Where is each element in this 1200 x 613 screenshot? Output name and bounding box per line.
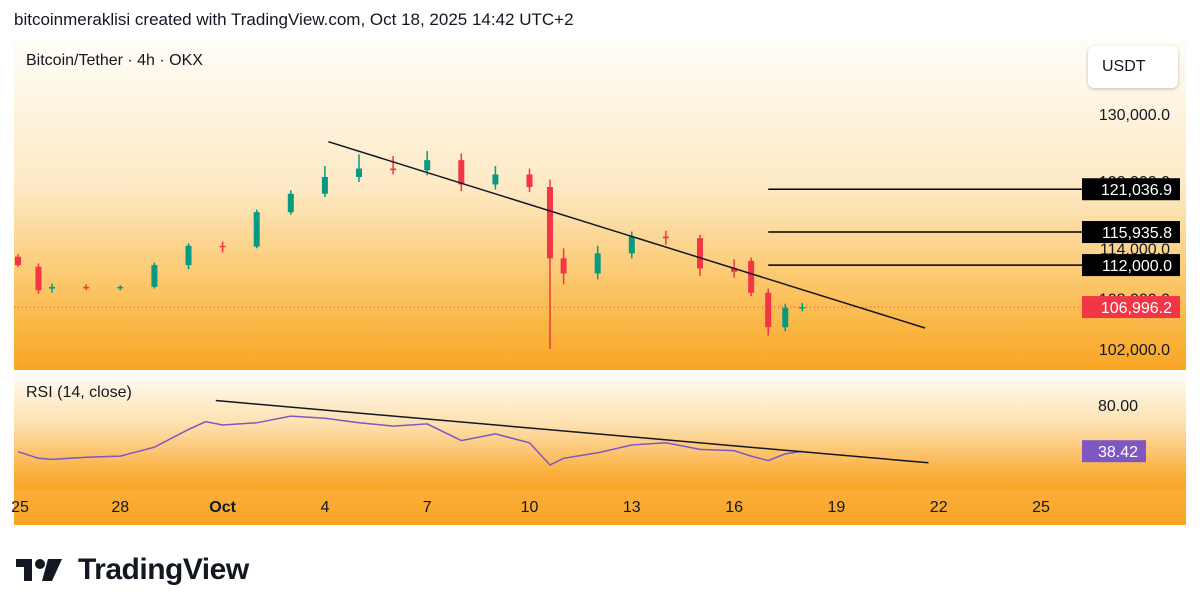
candle-body [35, 266, 42, 291]
time-tick-label: 22 [930, 499, 948, 516]
trendline[interactable] [328, 140, 926, 329]
candle[interactable] [151, 262, 158, 289]
candle-body [321, 176, 328, 194]
time-tick-label: 28 [111, 499, 129, 516]
rsi-panel[interactable]: RSI (14, close) 80.00 38.42 [14, 372, 1186, 490]
candle[interactable] [35, 263, 42, 294]
level-label: 115,935.8 [1102, 225, 1172, 242]
candle[interactable] [594, 245, 601, 280]
level-label-box [1082, 178, 1180, 201]
candle[interactable] [492, 166, 499, 190]
candle[interactable] [697, 234, 703, 276]
tradingview-logo[interactable]: TradingView [14, 552, 249, 588]
candle[interactable] [782, 303, 789, 332]
candle[interactable] [219, 241, 226, 253]
rsi-title: RSI (14, close) [26, 384, 132, 401]
candle[interactable] [546, 179, 553, 349]
candle-body [151, 265, 158, 287]
candle-body [287, 193, 294, 213]
candle-body [546, 187, 553, 259]
current-price-box [1082, 296, 1180, 319]
price-tick-label: 114,000.0 [1100, 241, 1170, 258]
time-tick-label: 16 [725, 499, 743, 516]
candle-body [782, 307, 789, 328]
candle-body [492, 174, 499, 185]
candle[interactable] [287, 190, 294, 215]
candle[interactable] [424, 150, 431, 176]
tradingview-logo-icon [16, 559, 62, 581]
candle[interactable] [185, 243, 192, 270]
candle-body [83, 286, 90, 289]
candle-body [748, 260, 755, 293]
time-axis-svg: 25 28 Oct 4 7 10 13 16 19 22 25 [11, 499, 1050, 516]
time-axis[interactable]: 25 28 Oct 4 7 10 13 16 19 22 25 [11, 490, 1186, 525]
candle-body [15, 256, 21, 266]
time-tick-label: Oct [209, 499, 236, 516]
candle-body [356, 168, 362, 177]
time-tick-label: 7 [423, 499, 432, 516]
candle[interactable] [356, 154, 362, 182]
level-label: 112,000.0 [1102, 258, 1172, 275]
price-chart-svg[interactable]: 130,000.0102,000.0122,000.0114,000.0108,… [14, 40, 1186, 370]
candle[interactable] [748, 257, 755, 297]
level-label-box [1082, 254, 1180, 277]
rsi-current-label: 38.42 [1098, 444, 1138, 461]
current-price-label: 106,996.2 [1101, 300, 1172, 317]
candle-body [219, 245, 226, 248]
time-tick-label: 4 [320, 499, 329, 516]
rsi-trendline[interactable] [215, 399, 929, 464]
chart-author-header: bitcoinmeraklisi created with TradingVie… [14, 10, 574, 29]
candle-body [662, 236, 669, 239]
candle-body [390, 168, 397, 171]
candle-body [424, 160, 431, 171]
rsi-line [17, 415, 803, 466]
candle[interactable] [253, 209, 260, 249]
candle[interactable] [560, 248, 567, 285]
currency-button[interactable]: USDT [1088, 46, 1178, 88]
symbol-title: Bitcoin/Tether · 4h · OKX [26, 52, 203, 69]
candle-body [560, 258, 567, 274]
time-tick-label: 25 [1032, 499, 1050, 516]
candle[interactable] [321, 166, 328, 198]
candle[interactable] [15, 254, 21, 267]
candle-body [628, 236, 635, 254]
candle-body [185, 245, 192, 266]
time-tick-label: 10 [521, 499, 539, 516]
rsi-chart-svg[interactable]: 80.00 38.42 [14, 372, 1186, 490]
time-tick-label: 25 [11, 499, 29, 516]
candle[interactable] [390, 155, 397, 175]
candle[interactable] [83, 284, 90, 291]
candle-body [594, 253, 601, 274]
rsi-current-box [1082, 440, 1146, 463]
candle[interactable] [526, 168, 533, 193]
candle-body [49, 286, 56, 289]
price-tick-label: 130,000.0 [1099, 107, 1170, 124]
level-label: 121,036.9 [1101, 182, 1172, 199]
candle[interactable] [49, 283, 56, 293]
candle-body [697, 238, 703, 269]
candle-body [799, 307, 806, 309]
tradingview-brand: TradingView [78, 553, 249, 586]
candle-body [526, 174, 533, 188]
candle[interactable] [765, 288, 772, 336]
candle[interactable] [117, 285, 124, 291]
time-tick-label: 19 [828, 499, 846, 516]
price-panel[interactable]: Bitcoin/Tether · 4h · OKX USDT 130,000.0… [14, 40, 1186, 370]
candle-body [765, 292, 772, 328]
level-label-box [1082, 221, 1180, 244]
rsi-tick-label: 80.00 [1098, 398, 1138, 415]
candle[interactable] [662, 230, 669, 245]
candle[interactable] [799, 302, 806, 312]
candle-body [731, 268, 738, 272]
candle-body [458, 160, 465, 185]
candle[interactable] [458, 153, 465, 192]
candle-body [117, 286, 124, 289]
candle-body [253, 212, 260, 247]
price-tick-label: 102,000.0 [1099, 342, 1170, 359]
time-tick-label: 13 [623, 499, 641, 516]
